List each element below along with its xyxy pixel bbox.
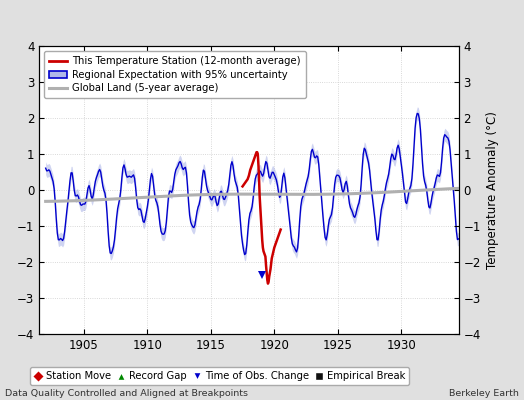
Legend: Station Move, Record Gap, Time of Obs. Change, Empirical Break: Station Move, Record Gap, Time of Obs. C… (30, 367, 409, 385)
Text: Data Quality Controlled and Aligned at Breakpoints: Data Quality Controlled and Aligned at B… (5, 389, 248, 398)
Text: Berkeley Earth: Berkeley Earth (449, 389, 519, 398)
Y-axis label: Temperature Anomaly (°C): Temperature Anomaly (°C) (486, 111, 499, 269)
